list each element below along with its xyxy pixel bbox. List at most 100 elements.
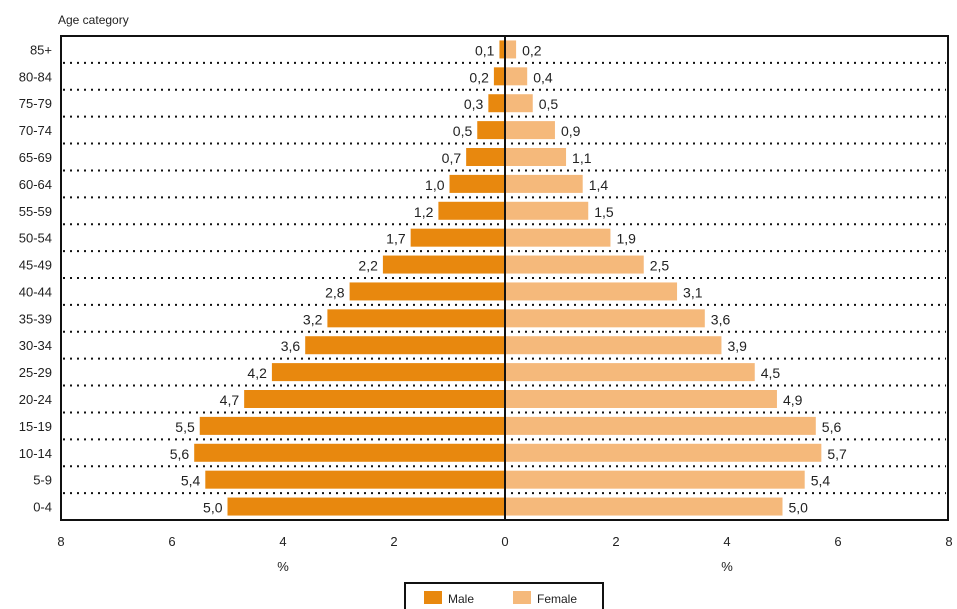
bar-male [327, 309, 505, 328]
value-label-female: 5,4 [811, 473, 831, 489]
x-axis-label-right: % [721, 559, 733, 574]
category-label: 60-64 [19, 177, 52, 192]
bar-male [382, 255, 505, 274]
bar-female [505, 228, 611, 247]
bar-male [227, 497, 505, 516]
value-label-male: 0,5 [453, 123, 473, 139]
category-labels: 85+ 80-84 75-79 70-74 65-69 60-64 55-59 50-54 45… [19, 42, 52, 514]
bar-female [505, 121, 555, 140]
value-label-female: 4,9 [783, 392, 803, 408]
bar-female [505, 201, 589, 220]
bar-female [505, 40, 517, 59]
value-label-male: 2,2 [358, 258, 378, 274]
category-label: 20-24 [19, 392, 52, 407]
x-tick-label: 8 [945, 534, 952, 549]
bar-male [488, 94, 505, 113]
value-label-male: 0,2 [469, 69, 489, 85]
bar-female [505, 309, 705, 328]
value-label-male: 1,0 [425, 177, 445, 193]
category-label: 55-59 [19, 204, 52, 219]
bar-male [466, 148, 505, 166]
value-label-male: 0,7 [442, 150, 462, 166]
value-label-female: 0,4 [533, 69, 553, 85]
bar-female [505, 443, 822, 462]
value-label-female: 5,0 [789, 500, 809, 516]
bar-male [438, 201, 505, 220]
category-label: 40-44 [19, 284, 52, 299]
bar-female [505, 94, 533, 113]
category-label: 45-49 [19, 258, 52, 273]
bar-female [505, 416, 816, 435]
x-tick-label: 2 [390, 534, 397, 549]
bar-female [505, 363, 755, 382]
value-label-male: 4,7 [220, 392, 240, 408]
bar-male [305, 336, 505, 355]
value-label-male: 5,0 [203, 500, 223, 516]
x-tick-label: 6 [834, 534, 841, 549]
legend-swatch-female [513, 591, 531, 604]
bar-male [244, 390, 505, 408]
category-label: 85+ [30, 42, 52, 57]
value-label-male: 3,2 [303, 311, 323, 327]
x-tick-labels: 8 6 4 2 0 2 4 6 8 [57, 534, 952, 549]
bar-male [499, 40, 505, 59]
category-label: 30-34 [19, 338, 52, 353]
x-tick-label: 2 [612, 534, 619, 549]
value-label-male: 0,1 [475, 42, 495, 58]
bar-male [449, 174, 505, 193]
x-tick-label: 6 [168, 534, 175, 549]
value-label-female: 1,9 [616, 231, 636, 247]
bars-group [194, 40, 822, 516]
bar-female [505, 174, 583, 193]
value-label-male: 3,6 [281, 338, 301, 354]
legend: Male Female [404, 582, 604, 609]
x-tick-label: 4 [279, 534, 286, 549]
category-label: 0-4 [33, 500, 52, 515]
value-label-female: 3,1 [683, 284, 703, 300]
value-label-male: 4,2 [247, 365, 267, 381]
value-label-female: 3,9 [727, 338, 747, 354]
category-label: 80-84 [19, 69, 52, 84]
category-label: 35-39 [19, 311, 52, 326]
bar-male [199, 416, 505, 435]
legend-label-male: Male [448, 592, 474, 606]
value-label-female: 1,4 [589, 177, 609, 193]
value-label-female: 3,6 [711, 311, 731, 327]
chart-title: Age category [58, 13, 129, 27]
category-label: 65-69 [19, 150, 52, 165]
bar-female [505, 67, 528, 86]
category-label: 15-19 [19, 419, 52, 434]
legend-frame [404, 582, 604, 609]
bar-male [410, 228, 505, 247]
value-label-female: 0,2 [522, 42, 542, 58]
value-label-female: 5,7 [827, 446, 847, 462]
legend-swatch-male [424, 591, 442, 604]
bar-female [505, 255, 644, 274]
bar-female [505, 148, 567, 166]
value-label-female: 0,9 [561, 123, 581, 139]
category-label: 75-79 [19, 96, 52, 111]
bar-male [349, 282, 505, 301]
value-label-male: 0,3 [464, 96, 484, 112]
x-axis-label-left: % [277, 559, 289, 574]
category-label: 10-14 [19, 446, 52, 461]
category-label: 50-54 [19, 231, 52, 246]
bar-male [194, 443, 505, 462]
value-label-female: 4,5 [761, 365, 781, 381]
value-label-male: 5,6 [170, 446, 190, 462]
bar-female [505, 470, 805, 489]
value-label-female: 1,1 [572, 150, 592, 166]
legend-label-female: Female [537, 592, 577, 606]
bar-female [505, 497, 783, 516]
bar-male [477, 121, 505, 140]
bar-female [505, 282, 678, 301]
value-label-female: 2,5 [650, 258, 670, 274]
x-tick-label: 0 [501, 534, 508, 549]
value-label-male: 2,8 [325, 284, 345, 300]
category-label: 70-74 [19, 123, 52, 138]
value-label-male: 5,5 [175, 419, 195, 435]
x-tick-label: 8 [57, 534, 64, 549]
value-label-female: 0,5 [539, 96, 559, 112]
category-label: 5-9 [33, 473, 52, 488]
